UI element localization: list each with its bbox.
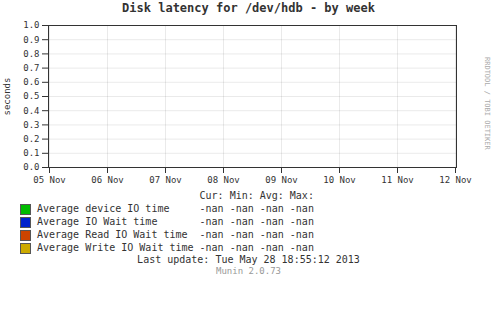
- html-text:-nan: -nan: [289, 229, 314, 240]
- svg-text:0.1: 0.1: [23, 148, 39, 158]
- svg-text:10 Nov: 10 Nov: [323, 175, 356, 185]
- html-text:-nan: -nan: [229, 216, 254, 227]
- svg-text:07 Nov: 07 Nov: [149, 175, 182, 185]
- html-text:Min:: Min:: [229, 190, 254, 201]
- html-text:-nan: -nan: [259, 242, 284, 253]
- html-text:-nan: -nan: [289, 242, 314, 253]
- html-text:Disk latency for /dev/hdb - by: Disk latency for /dev/hdb - by week: [122, 1, 375, 15]
- svg-text:08 Nov: 08 Nov: [207, 175, 240, 185]
- html-text:-nan: -nan: [259, 203, 284, 214]
- svg-text:0.4: 0.4: [23, 106, 39, 116]
- html-text:Average device IO time: Average device IO time: [37, 203, 170, 214]
- html-text:Last update: Tue May 28 18:55:: Last update: Tue May 28 18:55:12 2013: [137, 254, 360, 265]
- html-text:-nan: -nan: [199, 242, 224, 253]
- svg-text:seconds: seconds: [2, 78, 12, 116]
- html-text:-nan: -nan: [199, 229, 224, 240]
- svg-text:0.3: 0.3: [23, 120, 39, 130]
- svg-text:1.0: 1.0: [23, 20, 39, 30]
- html-text:Average IO Wait time: Average IO Wait time: [37, 216, 158, 227]
- svg-text:06 Nov: 06 Nov: [91, 175, 124, 185]
- svg-text:0.9: 0.9: [23, 35, 39, 45]
- html-text:Average Write IO Wait time: Average Write IO Wait time: [37, 242, 194, 253]
- svg-text:0.5: 0.5: [23, 91, 39, 101]
- html-text:Max:: Max:: [289, 190, 314, 201]
- html-text:-nan: -nan: [199, 216, 224, 227]
- html-text:-nan: -nan: [259, 216, 284, 227]
- svg-text:0.2: 0.2: [23, 134, 39, 144]
- svg-text:0.8: 0.8: [23, 49, 39, 59]
- html-text:-nan: -nan: [229, 242, 254, 253]
- html-text:-nan: -nan: [289, 203, 314, 214]
- html-text:Cur:: Cur:: [199, 190, 224, 201]
- html-text:Average Read IO Wait time: Average Read IO Wait time: [37, 229, 188, 240]
- html-text:-nan: -nan: [229, 229, 254, 240]
- svg-text:05 Nov: 05 Nov: [33, 175, 66, 185]
- svg-text:12 Nov: 12 Nov: [439, 175, 472, 185]
- html-text:Avg:: Avg:: [259, 190, 284, 201]
- svg-text:09 Nov: 09 Nov: [265, 175, 298, 185]
- svg-text:11 Nov: 11 Nov: [381, 175, 414, 185]
- html-text:-nan: -nan: [229, 203, 254, 214]
- html-text:-nan: -nan: [199, 203, 224, 214]
- html-text:-nan: -nan: [289, 216, 314, 227]
- html-text:Munin 2.0.73: Munin 2.0.73: [216, 266, 281, 276]
- html-text:-nan: -nan: [259, 229, 284, 240]
- svg-text:0.6: 0.6: [23, 77, 39, 87]
- svg-text:0.7: 0.7: [23, 63, 39, 73]
- html-text:RRDTOOL / TOBI OETIKER: RRDTOOL / TOBI OETIKER: [483, 56, 491, 150]
- svg-text:0.0: 0.0: [23, 162, 39, 172]
